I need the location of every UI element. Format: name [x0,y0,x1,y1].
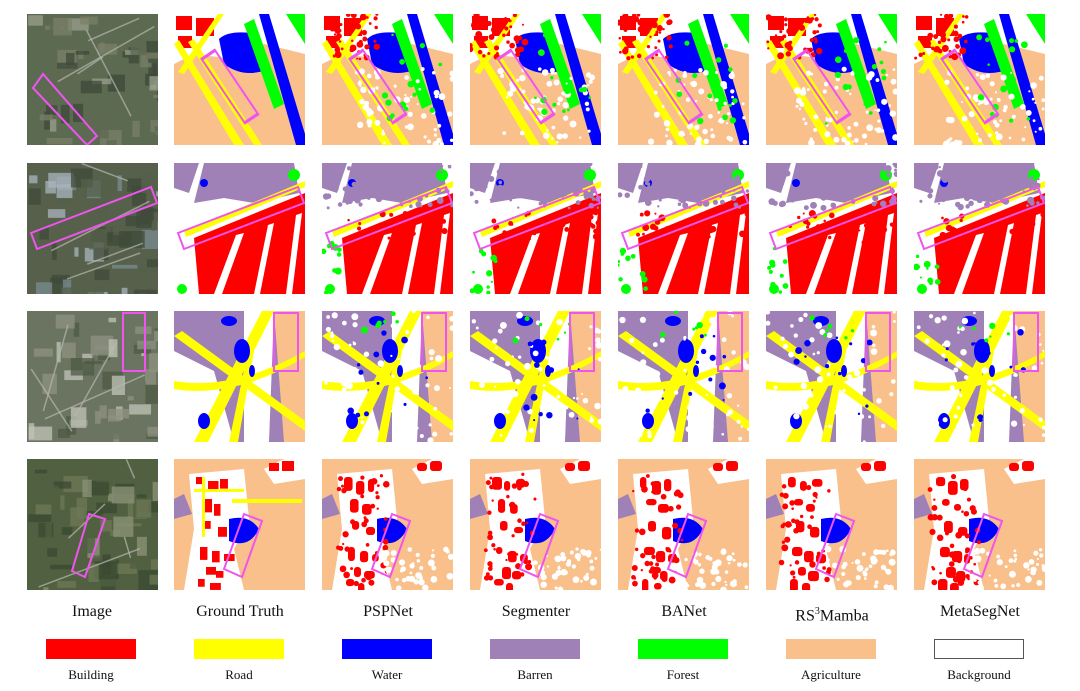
column-label-rs3mamba: RS3Mamba [795,606,869,625]
tile-row4-pspnet [322,459,453,590]
tile-row1-metasegnet [914,14,1045,145]
column-label-pspnet: PSPNet [363,603,413,620]
column-label-ground-truth: Ground Truth [196,603,284,620]
tile-row2-metasegnet [914,163,1045,294]
legend-label-background: Background [947,667,1011,682]
legend-label-agriculture: Agriculture [801,667,861,682]
legend-swatch-water [342,639,432,659]
tile-row3-segmenter [470,311,601,442]
tile-row4-segmenter [470,459,601,590]
tile-row4-banet [618,459,749,590]
tile-row2-banet [618,163,749,294]
legend-label-road: Road [225,667,253,682]
legend-label-water: Water [371,667,403,682]
tile-row3-banet [618,311,749,442]
column-label-segmenter: Segmenter [501,603,571,620]
tile-row4-image [27,459,158,590]
tile-row3-ground-truth [174,311,305,442]
tile-row2-ground-truth [174,163,305,294]
legend-swatch-barren [490,639,580,659]
tile-row2-image [27,163,158,294]
legend-label-building: Building [68,667,114,682]
legend-label-forest: Forest [666,667,700,682]
tile-row1-segmenter [470,14,601,145]
tile-row2-segmenter [470,163,601,294]
tile-row3-pspnet [322,311,453,442]
column-label-banet: BANet [661,603,707,620]
tile-row1-rs3mamba [766,14,897,145]
tile-row2-rs3mamba [766,163,897,294]
legend-label-barren: Barren [517,667,553,682]
tile-row3-image [27,311,158,442]
legend-swatch-forest [638,639,728,659]
tile-row1-image [27,14,158,145]
legend-swatch-background [934,639,1024,659]
tile-row4-rs3mamba [766,459,897,590]
tile-row2-pspnet [322,163,453,294]
column-label-image: Image [72,603,112,620]
column-label-metasegnet: MetaSegNet [940,603,1020,620]
tile-row3-metasegnet [914,311,1045,442]
legend-swatch-road [194,639,284,659]
tile-row1-ground-truth [174,14,305,145]
tile-row3-rs3mamba [766,311,897,442]
tile-row4-ground-truth [174,459,305,590]
tile-row4-metasegnet [914,459,1045,590]
legend-swatch-building [46,639,136,659]
tile-row1-banet [618,14,749,145]
tile-row1-pspnet [322,14,453,145]
legend-swatch-agriculture [786,639,876,659]
